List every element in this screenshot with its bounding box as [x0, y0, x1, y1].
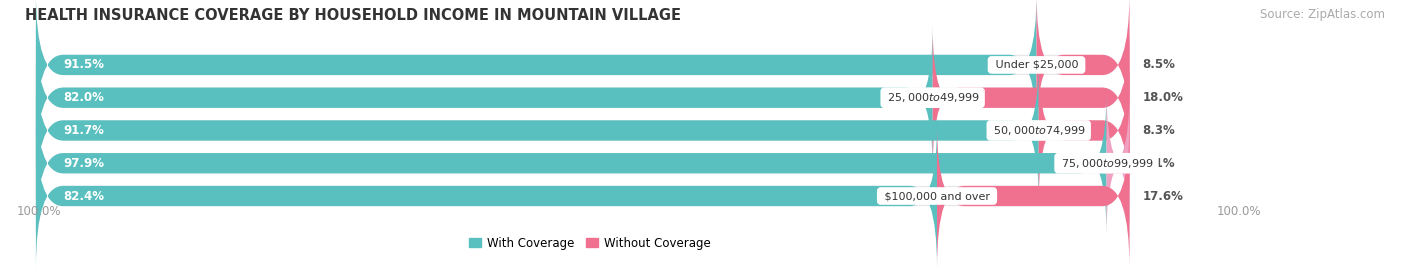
Text: 82.0%: 82.0% [63, 91, 104, 104]
FancyBboxPatch shape [37, 26, 1129, 169]
Text: 91.5%: 91.5% [63, 58, 104, 72]
Text: Source: ZipAtlas.com: Source: ZipAtlas.com [1260, 8, 1385, 21]
Legend: With Coverage, Without Coverage: With Coverage, Without Coverage [464, 232, 716, 254]
FancyBboxPatch shape [37, 91, 1129, 235]
FancyBboxPatch shape [37, 124, 1129, 268]
Text: Under $25,000: Under $25,000 [991, 60, 1081, 70]
FancyBboxPatch shape [932, 26, 1129, 169]
Text: $100,000 and over: $100,000 and over [880, 191, 993, 201]
FancyBboxPatch shape [37, 59, 1039, 202]
FancyBboxPatch shape [1102, 91, 1133, 235]
FancyBboxPatch shape [37, 91, 1107, 235]
Text: 2.1%: 2.1% [1143, 157, 1175, 170]
FancyBboxPatch shape [37, 0, 1129, 137]
Text: 97.9%: 97.9% [63, 157, 104, 170]
Text: $50,000 to $74,999: $50,000 to $74,999 [990, 124, 1087, 137]
Text: 17.6%: 17.6% [1143, 189, 1184, 203]
Text: 100.0%: 100.0% [1216, 205, 1261, 218]
Text: 82.4%: 82.4% [63, 189, 104, 203]
FancyBboxPatch shape [1039, 59, 1129, 202]
Text: 18.0%: 18.0% [1143, 91, 1184, 104]
Text: HEALTH INSURANCE COVERAGE BY HOUSEHOLD INCOME IN MOUNTAIN VILLAGE: HEALTH INSURANCE COVERAGE BY HOUSEHOLD I… [25, 8, 682, 23]
FancyBboxPatch shape [37, 0, 1036, 137]
Text: $25,000 to $49,999: $25,000 to $49,999 [884, 91, 981, 104]
Text: $75,000 to $99,999: $75,000 to $99,999 [1059, 157, 1154, 170]
FancyBboxPatch shape [936, 124, 1129, 268]
Text: 100.0%: 100.0% [17, 205, 60, 218]
FancyBboxPatch shape [37, 124, 936, 268]
Text: 91.7%: 91.7% [63, 124, 104, 137]
Text: 8.5%: 8.5% [1143, 58, 1175, 72]
Text: 8.3%: 8.3% [1143, 124, 1175, 137]
FancyBboxPatch shape [37, 26, 932, 169]
FancyBboxPatch shape [37, 59, 1129, 202]
FancyBboxPatch shape [1036, 0, 1129, 137]
